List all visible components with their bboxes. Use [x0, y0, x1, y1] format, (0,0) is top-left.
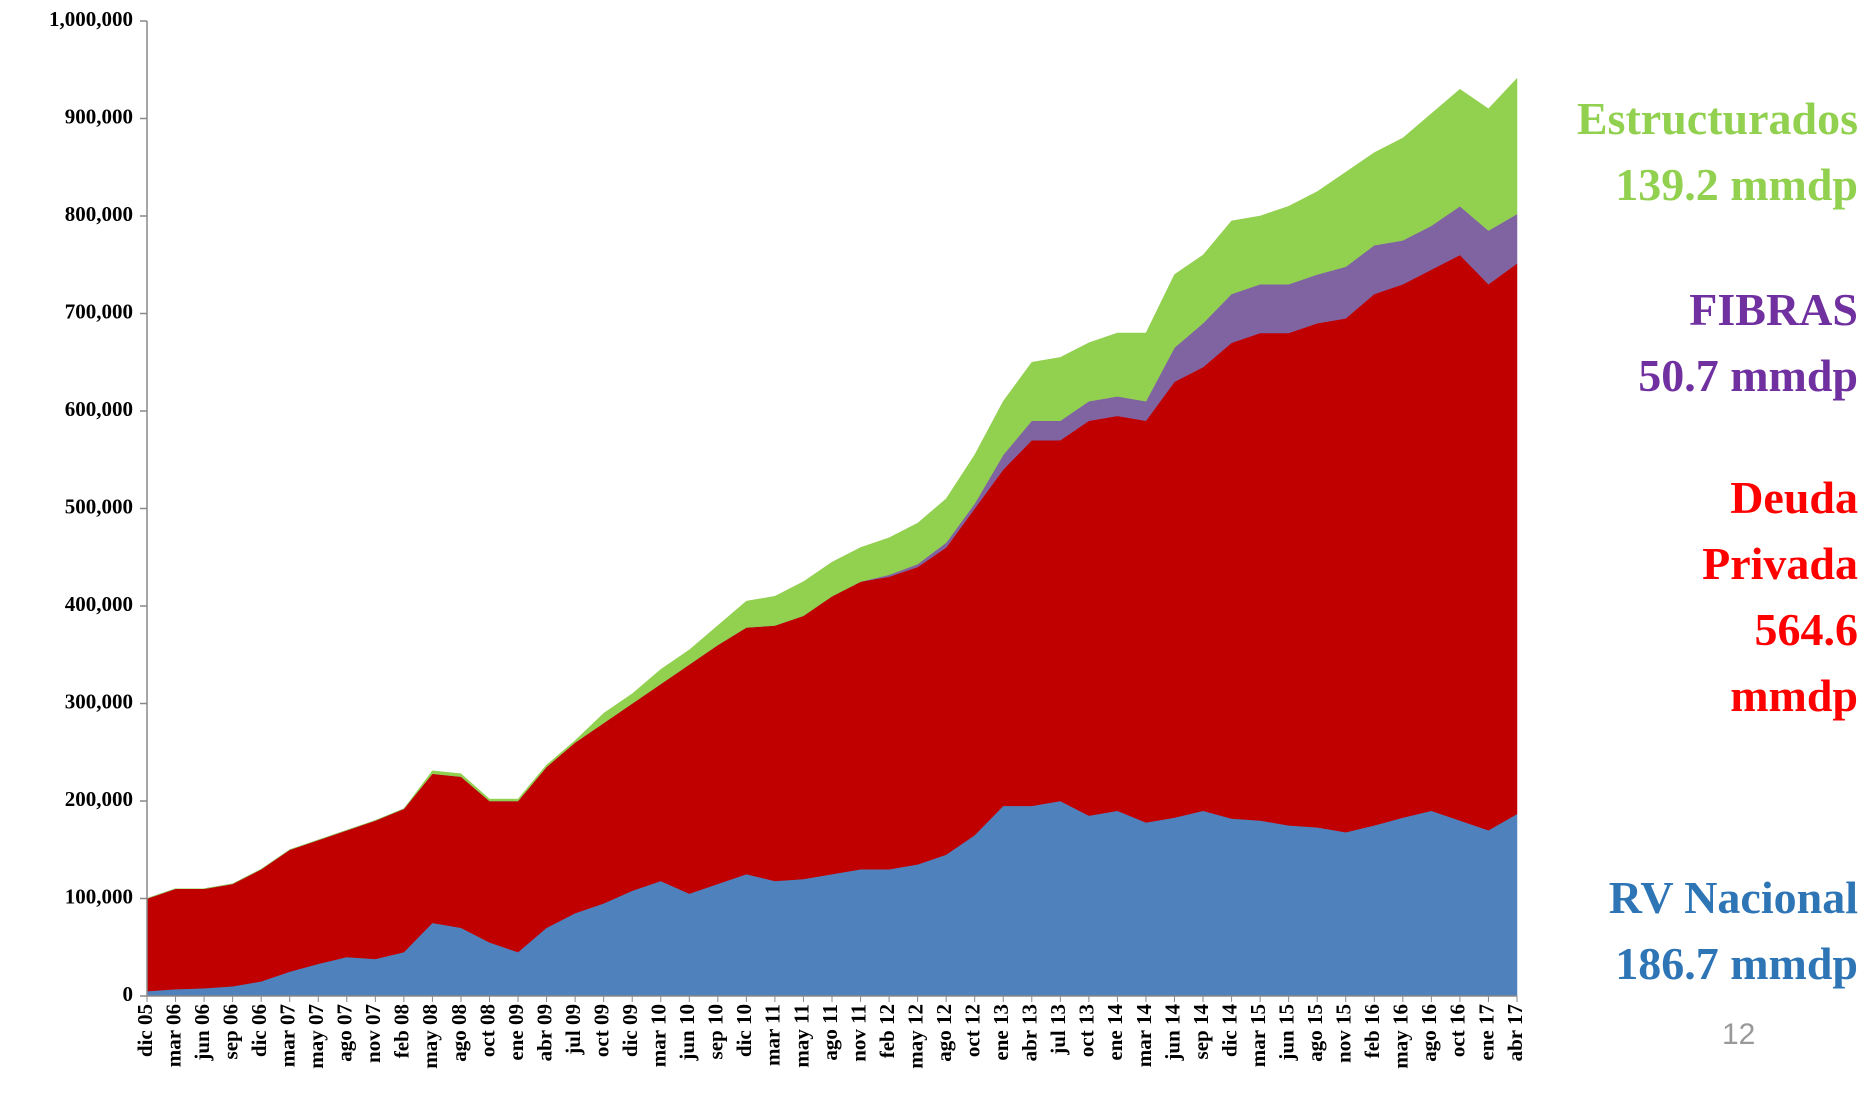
x-tick-label: feb 08 — [390, 1004, 414, 1058]
x-tick-label: dic 14 — [1217, 1004, 1241, 1058]
legend-name: FIBRAS — [1689, 284, 1858, 335]
series-label: RV Nacional 186.7 mmdp — [1458, 865, 1858, 997]
y-tick-label: 200,000 — [65, 787, 133, 811]
x-tick-label: nov 11 — [846, 1004, 870, 1062]
x-tick-label: mar 10 — [647, 1004, 671, 1067]
x-tick-label: feb 12 — [875, 1004, 899, 1058]
legend-name: Deuda Privada — [1702, 472, 1858, 589]
annotation: 186.7 mmdp — [1615, 938, 1858, 989]
y-tick-label: 1,000,000 — [49, 7, 133, 31]
annotation: 139.2 mmdp — [1615, 159, 1858, 210]
annotation: 50.7 mmdp — [1638, 350, 1858, 401]
x-tick-label: ago 08 — [447, 1004, 471, 1062]
x-tick-label: ene 09 — [504, 1004, 528, 1061]
x-tick-label: nov 07 — [361, 1004, 385, 1063]
x-tick-label: sep 10 — [704, 1004, 728, 1059]
x-tick-label: mar 14 — [1132, 1004, 1156, 1068]
x-tick-label: mar 06 — [161, 1004, 185, 1067]
y-tick-label: 100,000 — [65, 884, 133, 908]
x-tick-label: mar 07 — [276, 1004, 300, 1067]
series-label: FIBRAS 50.7 mmdp — [1458, 277, 1858, 409]
x-tick-label: may 07 — [304, 1004, 328, 1069]
x-tick-label: jun 10 — [675, 1004, 699, 1062]
page-number: 12 — [1722, 1018, 1756, 1051]
x-tick-label: ene 13 — [989, 1004, 1013, 1061]
series-label: Estructurados 139.2 mmdp — [1458, 86, 1858, 218]
x-tick-label: ene 14 — [1103, 1004, 1127, 1061]
y-tick-label: 900,000 — [65, 104, 133, 128]
x-tick-label: oct 13 — [1075, 1004, 1099, 1057]
x-tick-label: nov 15 — [1332, 1004, 1356, 1063]
y-tick-label: 400,000 — [65, 592, 133, 616]
x-tick-label: ago 12 — [932, 1004, 956, 1062]
x-tick-label: abr 09 — [532, 1004, 556, 1061]
x-tick-label: oct 12 — [961, 1004, 985, 1057]
y-tick-label: 800,000 — [65, 202, 133, 226]
x-tick-label: jun 06 — [190, 1004, 214, 1062]
x-tick-label: mar 15 — [1246, 1004, 1270, 1067]
x-tick-label: may 12 — [903, 1004, 927, 1069]
y-tick-label: 700,000 — [65, 299, 133, 323]
x-tick-label: dic 10 — [732, 1004, 756, 1057]
x-tick-label: ene 17 — [1474, 1004, 1498, 1061]
legend-name: RV Nacional — [1608, 872, 1858, 923]
x-tick-label: ago 11 — [818, 1004, 842, 1061]
x-tick-label: jun 15 — [1274, 1004, 1298, 1062]
x-tick-label: oct 16 — [1446, 1004, 1470, 1057]
legend-name: Estructurados — [1576, 93, 1858, 144]
x-tick-label: ago 07 — [333, 1004, 357, 1062]
x-tick-label: mar 11 — [761, 1004, 785, 1066]
x-tick-label: oct 09 — [589, 1004, 613, 1057]
x-tick-label: abr 13 — [1018, 1004, 1042, 1061]
x-tick-label: dic 06 — [247, 1004, 271, 1057]
x-tick-label: may 16 — [1389, 1004, 1413, 1069]
y-tick-label: 500,000 — [65, 494, 133, 518]
x-tick-label: may 11 — [789, 1004, 813, 1068]
series-label: Deuda Privada 564.6 mmdp — [1658, 465, 1858, 729]
x-tick-label: jul 13 — [1046, 1004, 1070, 1056]
x-tick-label: feb 16 — [1360, 1004, 1384, 1058]
x-tick-label: may 08 — [418, 1004, 442, 1069]
x-tick-label: jul 09 — [561, 1004, 585, 1056]
annotation: 564.6 mmdp — [1730, 604, 1858, 721]
y-tick-label: 300,000 — [65, 689, 133, 713]
x-tick-label: dic 09 — [618, 1004, 642, 1057]
x-tick-label: abr 17 — [1503, 1004, 1527, 1061]
y-tick-label: 0 — [123, 982, 134, 1006]
x-tick-label: oct 08 — [475, 1004, 499, 1057]
x-tick-label: ago 16 — [1417, 1004, 1441, 1062]
x-tick-label: sep 06 — [218, 1004, 242, 1059]
x-tick-label: dic 05 — [133, 1004, 157, 1057]
area — [146, 77, 1518, 899]
x-tick-label: ago 15 — [1303, 1004, 1327, 1062]
y-tick-label: 600,000 — [65, 397, 133, 421]
x-tick-label: jun 14 — [1160, 1004, 1184, 1062]
x-tick-label: sep 14 — [1189, 1004, 1213, 1060]
